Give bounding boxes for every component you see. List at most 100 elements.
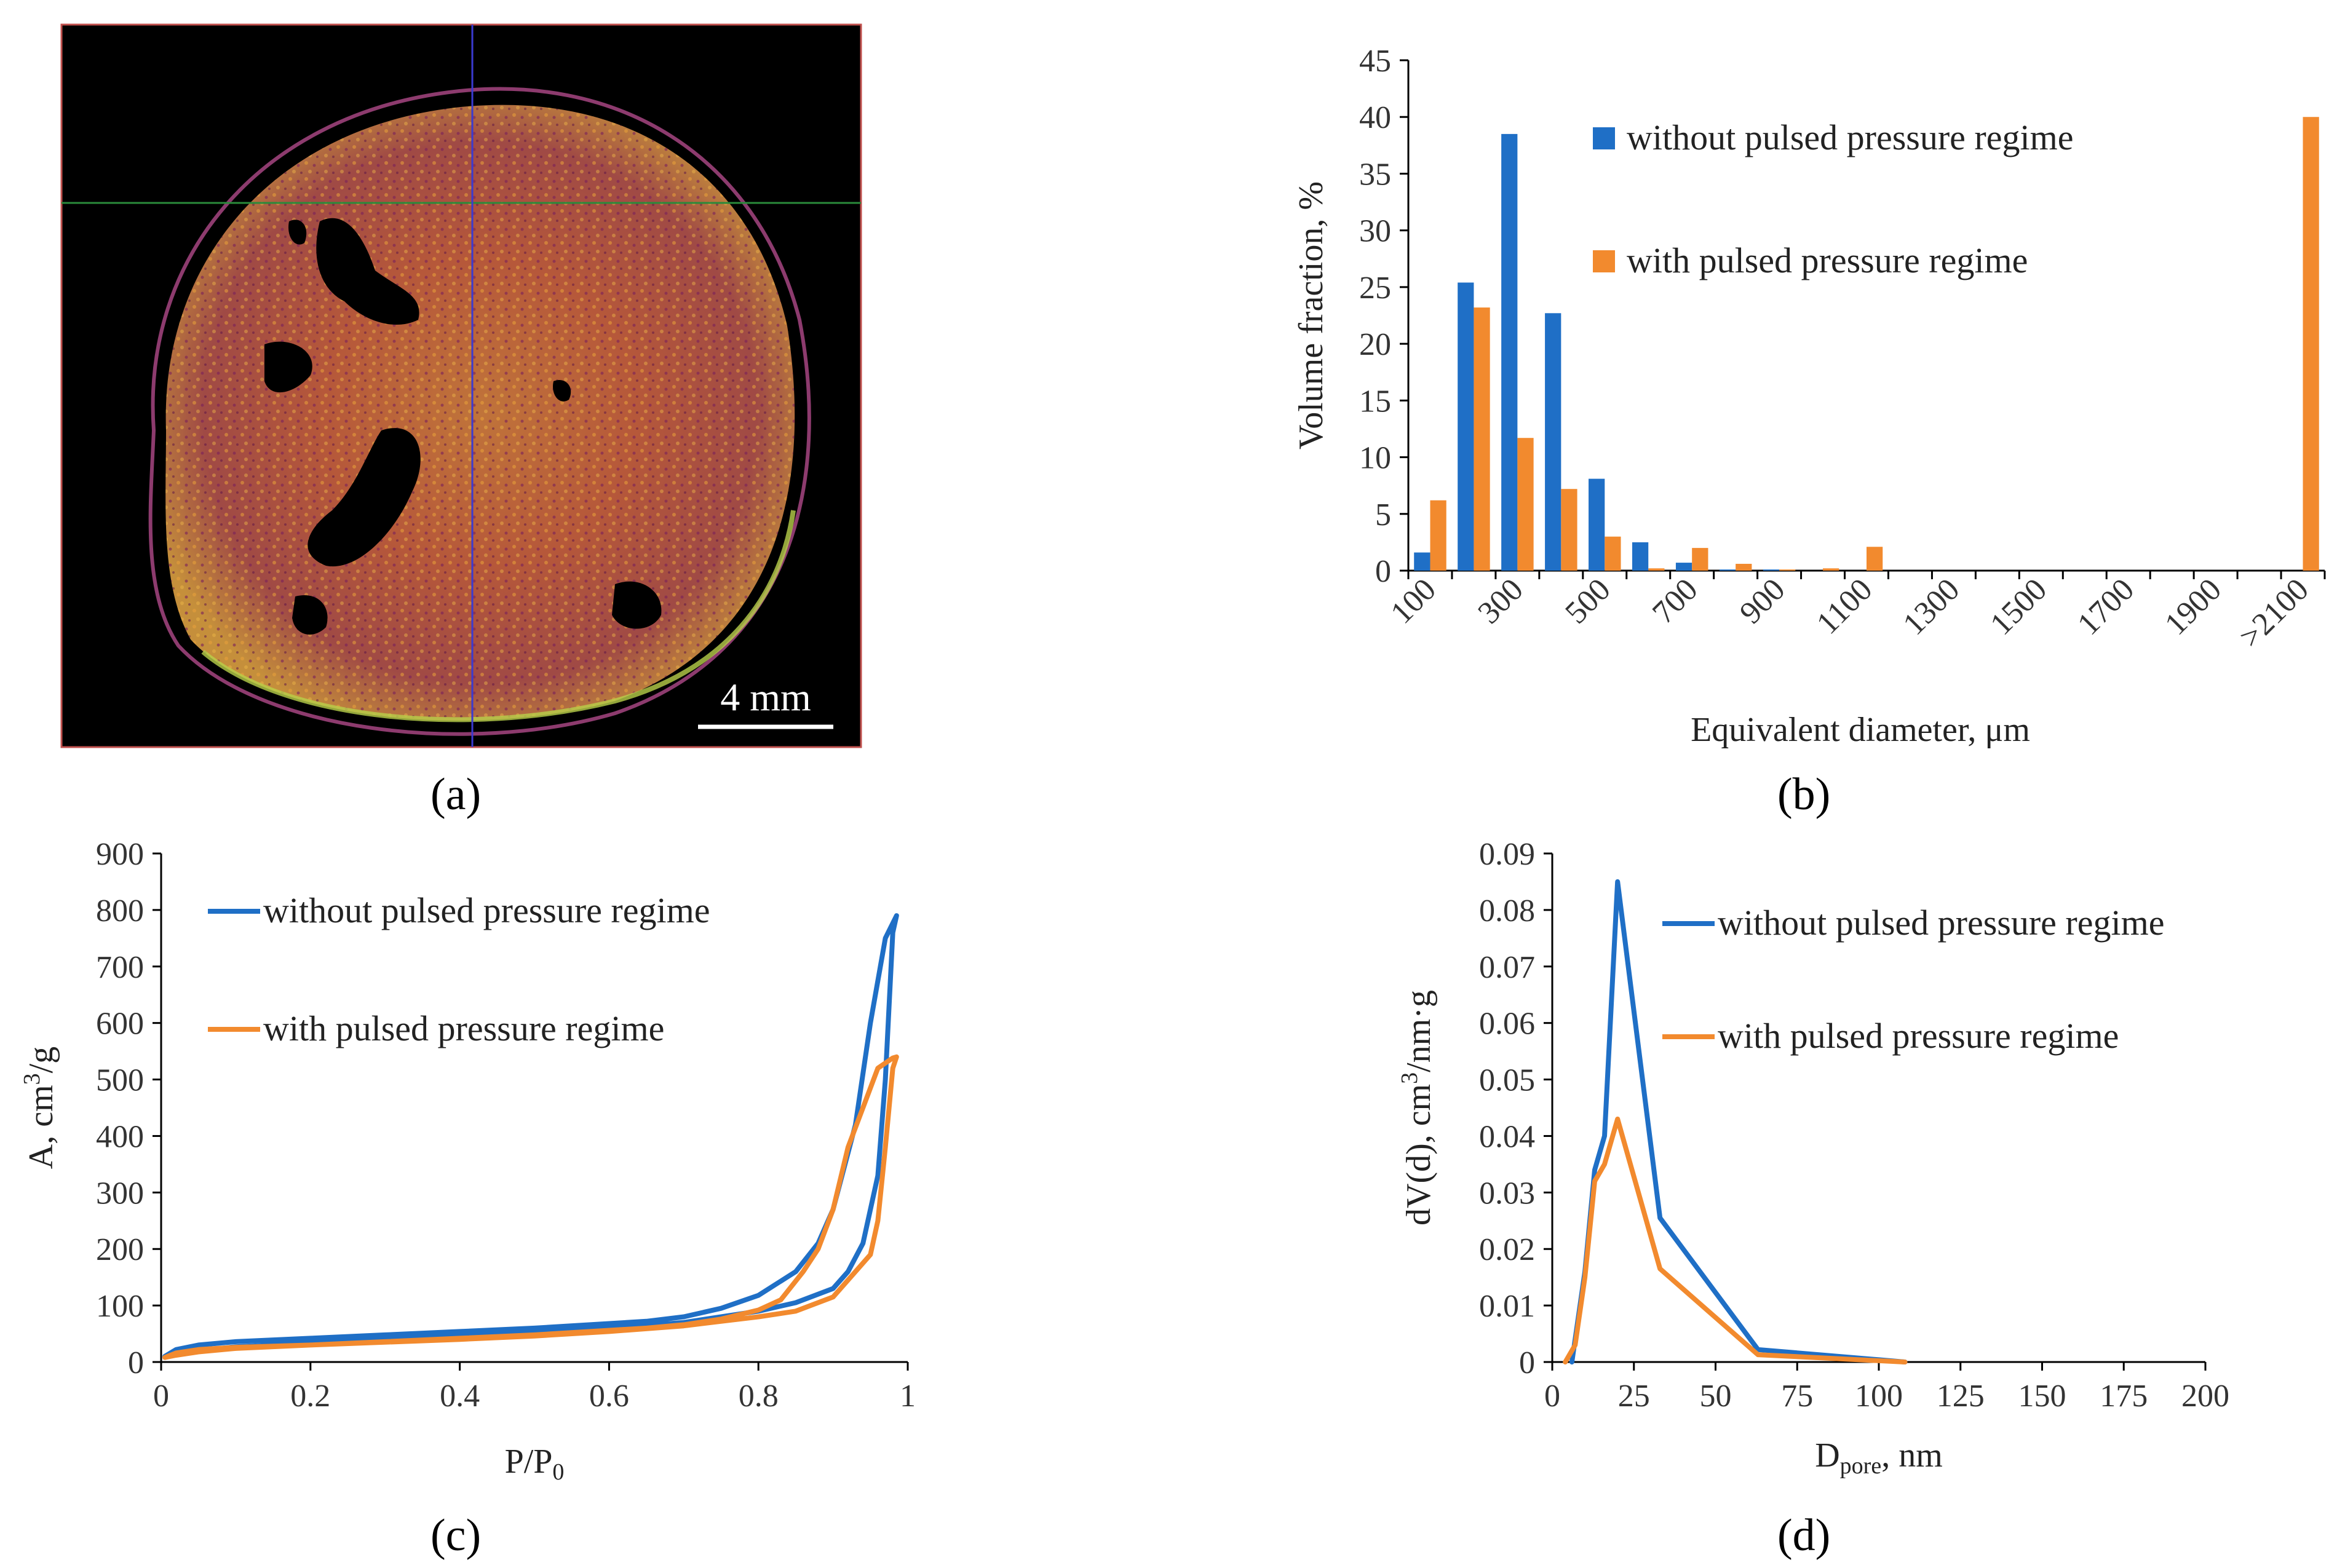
legend-label: without pulsed pressure regime <box>1627 117 2073 157</box>
y-axis-title: dV(d), cm3/nm·g <box>1397 990 1438 1225</box>
x-tick-label: 1900 <box>2158 572 2228 642</box>
y-tick-label: 0.01 <box>1479 1289 1535 1324</box>
legend-label: with pulsed pressure regime <box>1718 1016 2119 1056</box>
x-tick-label: 0.2 <box>290 1379 330 1414</box>
pore-8 <box>553 380 571 402</box>
bar <box>1501 133 1518 571</box>
legend-swatch <box>1593 127 1615 149</box>
y-tick-label: 0.06 <box>1479 1007 1535 1042</box>
y-tick-label: 100 <box>96 1289 144 1324</box>
bar <box>1474 307 1490 571</box>
y-tick-label: 0 <box>128 1345 144 1380</box>
bar <box>1648 568 1665 571</box>
bar <box>1561 489 1577 571</box>
legend-label: without pulsed pressure regime <box>1718 903 2164 943</box>
x-axis-title: Equivalent diameter, μm <box>1691 711 2030 749</box>
pore-7 <box>288 220 307 245</box>
x-tick-label: 1 <box>900 1379 916 1414</box>
y-tick-label: 800 <box>96 893 144 929</box>
x-tick-label: 75 <box>1781 1379 1813 1414</box>
x-tick-label: 1500 <box>1983 572 2053 642</box>
x-tick-label: 0.6 <box>589 1379 629 1414</box>
panel-label-d: (d) <box>1777 1510 1831 1561</box>
y-tick-label: 300 <box>96 1176 144 1211</box>
bar <box>1823 568 1839 571</box>
pore-3 <box>308 428 421 567</box>
legend-label: without pulsed pressure regime <box>263 890 710 930</box>
y-tick-label: 15 <box>1359 384 1391 419</box>
x-axis-title: Dpore, nm <box>1815 1436 1943 1479</box>
panel-label-a: (a) <box>430 769 482 820</box>
y-tick-label: 500 <box>96 1063 144 1098</box>
x-tick-label: 900 <box>1733 572 1791 630</box>
x-tick-label: 50 <box>1700 1379 1732 1414</box>
x-tick-label: 0.4 <box>440 1379 480 1414</box>
y-tick-label: 0.09 <box>1479 837 1535 872</box>
y-tick-label: 10 <box>1359 441 1391 476</box>
x-tick-label: 300 <box>1471 572 1530 630</box>
y-tick-label: 0.07 <box>1479 950 1535 985</box>
x-tick-label: >2100 <box>2232 572 2315 655</box>
y-axis-title: A, cm3/g <box>19 1047 60 1169</box>
y-tick-label: 0.02 <box>1479 1232 1535 1267</box>
y-tick-label: 35 <box>1359 157 1391 192</box>
x-tick-label: 100 <box>1384 572 1443 630</box>
x-tick-label: 0 <box>1544 1379 1560 1414</box>
series-line <box>1569 879 1908 1364</box>
y-tick-label: 0.05 <box>1479 1063 1535 1098</box>
legend-label: with pulsed pressure regime <box>263 1008 664 1048</box>
y-tick-label: 5 <box>1375 497 1391 533</box>
y-tick-label: 400 <box>96 1119 144 1154</box>
bar <box>1779 569 1796 571</box>
bar <box>1430 500 1446 571</box>
bar <box>1545 313 1561 571</box>
panel-label-b: (b) <box>1777 769 1831 820</box>
chart-c: 0 100 200 300 400 500 600 700 800 900 0 0.2 0.4 0.6 0.… <box>19 837 916 1485</box>
scale-bar-label: 4 mm <box>720 675 811 719</box>
x-axis-title: P/P0 <box>505 1443 565 1485</box>
panel-label-c: (c) <box>430 1510 482 1561</box>
bar <box>1675 563 1692 571</box>
x-tick-label: 0.8 <box>739 1379 779 1414</box>
y-tick-label: 700 <box>96 950 144 985</box>
x-tick-label: 25 <box>1618 1379 1650 1414</box>
bar <box>1458 282 1474 571</box>
x-tick-label: 175 <box>2100 1379 2148 1414</box>
pore-2 <box>264 341 312 393</box>
y-axis-title: Volume fraction, % <box>1292 181 1330 449</box>
pore-1 <box>316 218 419 325</box>
y-tick-label: 0 <box>1519 1345 1535 1380</box>
x-tick-label: 150 <box>2018 1379 2066 1414</box>
bar <box>2303 117 2319 571</box>
pore-6 <box>318 66 349 100</box>
pore-5 <box>612 581 662 629</box>
x-tick-label: 700 <box>1646 572 1704 630</box>
x-tick-label: 200 <box>2181 1379 2229 1414</box>
y-tick-label: 30 <box>1359 214 1391 249</box>
bar <box>1867 547 1883 571</box>
x-tick-label: 100 <box>1855 1379 1903 1414</box>
chart-d: 0 0.01 0.02 0.03 0.04 0.05 0.06 0.07 0.08 0.09 0 25… <box>1397 837 2229 1479</box>
outer-sample-shell <box>148 87 811 736</box>
series-line <box>162 1054 899 1360</box>
y-tick-label: 0.03 <box>1479 1176 1535 1211</box>
y-tick-label: 200 <box>96 1232 144 1267</box>
x-tick-label: 0 <box>153 1379 169 1414</box>
y-tick-label: 45 <box>1359 44 1391 79</box>
series-line <box>1563 1116 1908 1364</box>
legend-swatch <box>1593 250 1615 272</box>
legend-label: with pulsed pressure regime <box>1627 240 2028 280</box>
bar <box>1517 438 1534 571</box>
bar <box>1589 478 1605 571</box>
y-tick-label: 0.08 <box>1479 893 1535 929</box>
bar <box>1719 569 1736 571</box>
y-tick-label: 600 <box>96 1007 144 1042</box>
x-tick-label: 125 <box>1937 1379 1985 1414</box>
bar <box>1414 552 1430 571</box>
x-tick-label: 1300 <box>1897 572 1967 642</box>
x-tick-label: 1700 <box>2071 572 2141 642</box>
x-tick-label: 1100 <box>1810 572 1879 641</box>
sample-texture <box>165 105 795 721</box>
bar <box>1632 542 1649 571</box>
